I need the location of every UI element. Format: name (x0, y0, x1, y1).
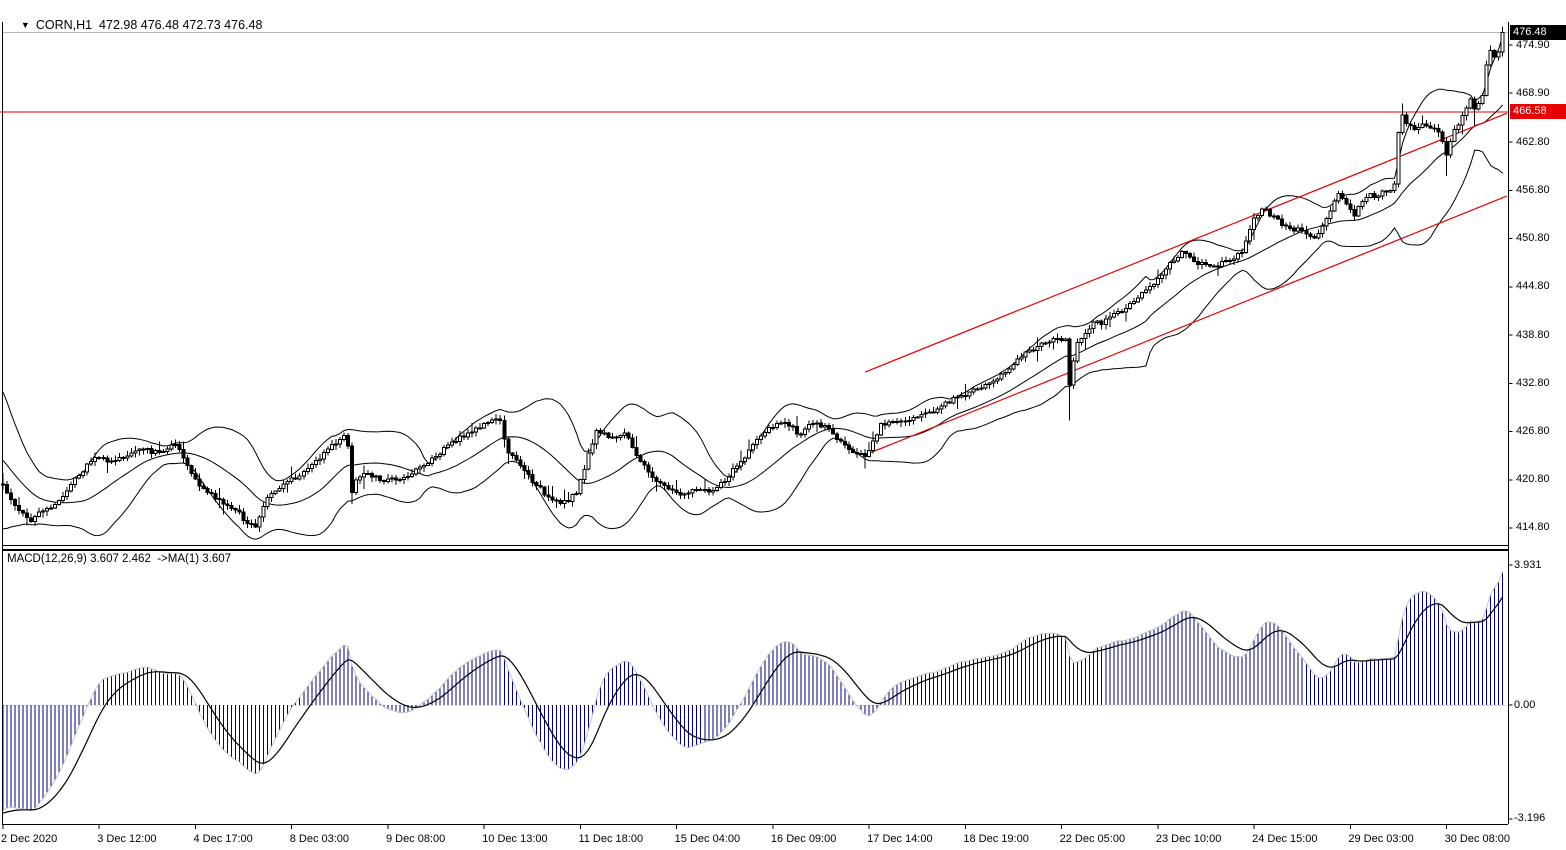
macd-axis-label: 3.931 (1514, 558, 1542, 571)
bollinger-middle-band (2, 104, 1504, 506)
ohlc-readout: 472.98 476.48 472.73 476.48 (99, 18, 263, 32)
price-axis-label: 450.80 (1516, 232, 1550, 245)
candles-down (1, 50, 1497, 528)
time-axis-label: 29 Dec 03:00 (1348, 833, 1414, 845)
trend-channel-upper-line (864, 112, 1507, 373)
price-axis-label: 444.80 (1516, 280, 1550, 293)
time-axis-label: 10 Dec 13:00 (482, 833, 548, 845)
bollinger-lower-band (2, 149, 1504, 540)
price-axis-label: 468.90 (1516, 86, 1550, 99)
time-axis-label: 30 Dec 08:00 (1444, 833, 1511, 845)
axis-ticks (2, 44, 1513, 829)
time-axis-label: 4 Dec 17:00 (193, 833, 253, 845)
candles-up (33, 31, 1505, 528)
price-axis-label: 474.90 (1516, 38, 1550, 51)
bollinger-upper-band (2, 35, 1504, 482)
time-axis-label: 15 Dec 04:00 (674, 833, 741, 845)
macd-ma-envelope-line (2, 571, 1504, 812)
price-axis-label: 432.80 (1516, 376, 1550, 389)
time-axis-label: 3 Dec 12:00 (97, 833, 157, 845)
price-axis-label: 462.80 (1516, 135, 1550, 148)
price-axis-label: 456.80 (1516, 183, 1550, 196)
symbol-timeframe: CORN,H1 (35, 18, 93, 32)
time-axis-label: 8 Dec 03:00 (289, 833, 350, 845)
candle-wicks (2, 26, 1504, 532)
time-axis-label: 18 Dec 19:00 (963, 833, 1029, 845)
macd-histogram (2, 571, 1504, 811)
price-axis-label: 420.80 (1516, 473, 1550, 486)
current-price-badge: 476.48 (1510, 24, 1566, 40)
price-axis-label: 438.80 (1516, 328, 1550, 341)
time-axis-label: 17 Dec 14:00 (867, 833, 933, 845)
macd-indicator-label: MACD(12,26,9) 3.607 2.462 ->MA(1) 3.607 (7, 553, 232, 565)
time-axis-label: 16 Dec 09:00 (770, 833, 837, 845)
time-axis-label: 11 Dec 18:00 (578, 833, 644, 845)
price-axis-label: 414.80 (1516, 521, 1550, 534)
chart-title: ▼ CORN,H1 472.98 476.48 472.73 476.48 (7, 4, 263, 46)
time-axis-label: 22 Dec 05:00 (1059, 833, 1126, 845)
macd-panel-top-border (2, 549, 1508, 551)
time-axis-label: 2 Dec 2020 (1, 833, 58, 845)
chevron-down-icon: ▼ (20, 20, 30, 30)
time-axis-label: 23 Dec 10:00 (1155, 833, 1222, 845)
trend-channel-lower-line (864, 195, 1507, 456)
price-axis-label: 426.80 (1516, 425, 1550, 438)
time-axis-label: 24 Dec 15:00 (1252, 833, 1318, 845)
macd-signal-line (2, 596, 1504, 814)
macd-axis-label: 0.00 (1514, 698, 1536, 711)
time-axis-label: 9 Dec 08:00 (385, 833, 446, 845)
macd-axis-label: -3.196 (1514, 812, 1546, 825)
level-price-badge: 466.58 (1510, 104, 1566, 120)
